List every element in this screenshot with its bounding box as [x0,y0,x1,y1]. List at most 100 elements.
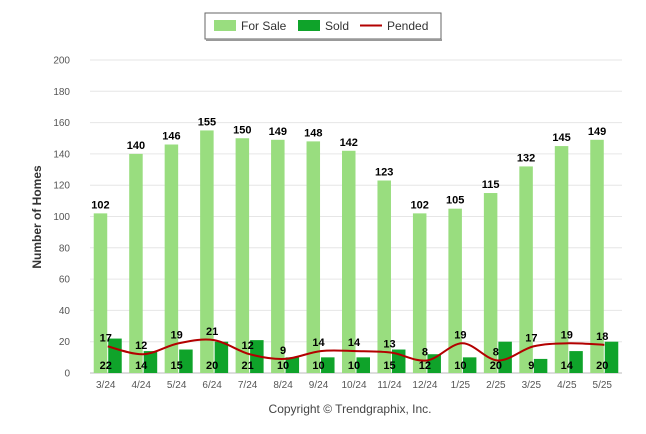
label-pended: 21 [206,326,218,338]
label-pended: 8 [493,346,499,358]
label-pended: 13 [383,339,395,351]
legend-box [204,12,442,40]
x-tick-label: 4/25 [557,380,577,391]
label-sold: 15 [171,360,183,372]
y-tick-label: 120 [53,181,70,192]
legend-label-sold: Sold [325,19,349,33]
label-pended: 19 [454,329,466,341]
label-for-sale: 102 [411,199,429,211]
bar-sold [285,357,300,373]
gridlines [90,59,622,374]
x-tick-label: 1/25 [451,380,471,391]
label-for-sale: 155 [198,116,216,128]
label-sold: 10 [277,360,289,372]
line-pended [107,338,605,362]
label-sold: 14 [561,360,574,372]
bar-sold [214,341,229,373]
label-sold: 20 [206,360,218,372]
legend-swatch-for-sale [214,20,236,31]
bar-for-sale [93,213,108,373]
x-tick-label: 7/24 [238,380,258,391]
label-sold: 9 [528,360,534,372]
y-axis-ticks: 0 20 40 60 80 100 120 140 160 180 200 [53,56,70,380]
x-tick-label: 6/24 [202,380,222,391]
y-tick-label: 180 [53,87,70,98]
bar-sold [356,357,370,373]
bar-for-sale [448,208,462,373]
y-tick-label: 60 [59,275,71,286]
label-pended: 17 [100,332,112,344]
y-tick-label: 40 [59,306,71,317]
bar-sold [569,351,583,373]
bar-for-sale [235,138,250,373]
y-tick-label: 100 [53,212,70,223]
x-tick-label: 12/24 [412,380,437,391]
label-for-sale: 140 [127,140,145,152]
label-pended: 19 [171,329,183,341]
y-tick-label: 80 [59,243,71,254]
label-sold: 20 [490,360,502,372]
bar-for-sale [129,153,143,373]
label-pended: 19 [561,329,573,341]
label-pended: 14 [312,337,325,349]
label-sold: 10 [348,360,360,372]
bar-for-sale [412,213,427,373]
x-axis-ticks: 3/24 4/24 5/24 6/24 7/24 8/24 9/24 10/24 11/24 12… [96,380,612,391]
x-tick-label: 10/24 [341,380,366,391]
label-sold: 15 [383,360,395,372]
legend-swatch-sold [298,20,320,31]
bar-for-sale [554,146,569,373]
label-for-sale: 146 [162,131,180,143]
legend: For Sale Sold Pended [204,12,442,41]
label-for-sale: 132 [517,152,535,164]
y-tick-label: 140 [53,149,70,160]
bar-for-sale [342,150,356,373]
x-tick-label: 3/24 [96,380,116,391]
label-sold: 10 [312,360,324,372]
label-pended: 12 [135,340,147,352]
y-tick-label: 20 [59,337,71,348]
label-pended: 17 [525,332,537,344]
bar-for-sale [377,180,391,373]
label-for-sale: 149 [588,126,606,138]
bar-sold [533,358,548,373]
bar-for-sale [590,139,604,373]
bar-for-sale [200,130,214,373]
label-pended: 18 [596,331,608,343]
bar-for-sale [306,141,321,373]
x-tick-label: 11/24 [377,380,402,391]
label-for-sale: 149 [269,126,287,138]
y-tick-label: 160 [53,118,70,129]
legend-label-pended: Pended [387,19,428,33]
label-pended: 12 [241,340,253,352]
bar-sold [321,357,335,373]
label-pended: 8 [422,346,428,358]
label-sold: 14 [135,360,148,372]
x-tick-label: 8/24 [273,380,293,391]
label-sold: 20 [596,360,608,372]
label-sold: 22 [100,360,112,372]
label-for-sale: 102 [91,199,109,211]
bar-for-sale [164,144,179,373]
x-tick-label: 5/24 [167,380,187,391]
copyright-text: Copyright © Trendgraphix, Inc. [269,402,432,416]
x-tick-label: 3/25 [522,380,542,391]
x-tick-label: 4/24 [131,380,151,391]
bar-sold [462,357,477,373]
bars [93,130,619,373]
y-tick-label: 0 [64,369,70,380]
bar-sold [179,349,193,373]
pended-line [107,338,605,362]
label-for-sale: 123 [375,167,393,179]
label-for-sale: 105 [446,195,464,207]
x-tick-label: 9/24 [309,380,329,391]
label-sold: 12 [419,360,431,372]
label-for-sale: 145 [552,132,570,144]
label-for-sale: 150 [233,124,251,136]
bar-sold [604,341,619,373]
x-tick-label: 2/25 [486,380,506,391]
bar-for-sale [271,139,285,373]
legend-label-for-sale: For Sale [241,19,287,33]
